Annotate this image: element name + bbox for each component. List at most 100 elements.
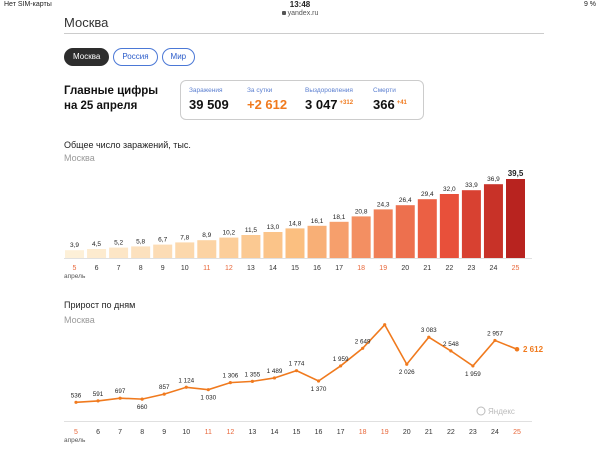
daily-point-16 [316, 379, 321, 383]
bar-x-tick-13: 13 [247, 265, 255, 272]
daily-point-19 [383, 323, 387, 327]
bar-value-label-25: 39,5 [508, 169, 524, 178]
bar-value-label-12: 10,2 [223, 230, 236, 237]
daily-point-23 [471, 364, 475, 368]
stat-infections: Заражения 39 509 [189, 87, 229, 112]
bar-13 [241, 235, 261, 258]
lock-icon [281, 11, 286, 15]
stat-recovered-label: Выздоровления [305, 87, 353, 94]
bar-25 [506, 179, 525, 258]
bar-value-label-15: 14,8 [289, 220, 302, 227]
daily-value-label-25: 2 612 [523, 345, 544, 354]
daily-x-tick-21: 21 [425, 429, 433, 436]
daily-growth-line-chart: 536 5 591 6 697 7 660 8 857 9 1 124 10 1 030 11 1 306 1… [64, 320, 544, 444]
daily-value-label-5: 536 [71, 392, 82, 399]
clock: 13:48 [289, 0, 311, 9]
daily-point-12 [228, 381, 232, 385]
bar-value-label-5: 3,9 [70, 242, 79, 249]
daily-point-10 [184, 385, 188, 389]
headline-line1: Главные цифры [64, 85, 159, 97]
daily-value-label-18: 2 649 [355, 338, 371, 345]
daily-point-18 [361, 346, 365, 350]
bar-x-tick-9: 9 [161, 265, 165, 272]
daily-x-tick-25: 25 [513, 429, 521, 436]
bar-22 [439, 194, 459, 258]
stat-infections-value: 39 509 [189, 97, 229, 112]
daily-x-tick-5: 5 [74, 429, 78, 436]
bar-5 [65, 250, 84, 258]
daily-x-tick-9: 9 [162, 429, 166, 436]
bar-value-label-16: 16,1 [311, 218, 324, 225]
daily-point-8 [140, 397, 144, 401]
daily-x-tick-24: 24 [491, 429, 499, 436]
bar-x-tick-6: 6 [95, 265, 99, 272]
daily-point-21 [427, 335, 431, 339]
stat-recovered: Выздоровления 3 047 +312 [305, 87, 353, 112]
daily-chart-title: Прирост по дням [64, 300, 136, 310]
bar-8 [131, 246, 151, 258]
daily-x-tick-12: 12 [226, 429, 234, 436]
bar-x-tick-16: 16 [313, 265, 321, 272]
bar-x-tick-11: 11 [203, 265, 210, 272]
daily-value-label-16: 1 370 [311, 386, 327, 393]
bar-x-tick-10: 10 [181, 265, 189, 272]
daily-value-label-14: 1 489 [267, 368, 283, 375]
daily-point-6 [96, 399, 100, 403]
daily-x-tick-8: 8 [140, 429, 144, 436]
daily-value-label-20: 2 026 [399, 369, 415, 376]
bar-value-label-18: 20,8 [355, 208, 368, 215]
status-bar: Нет SIM-карты 13:48 9 % [0, 0, 600, 10]
stat-recovered-value: 3 047 [305, 97, 338, 112]
bar-value-label-7: 5,2 [114, 240, 123, 247]
bar-18 [351, 216, 371, 258]
tab-world[interactable]: Мир [161, 48, 196, 66]
bar-x-tick-15: 15 [291, 265, 299, 272]
stats-card: Заражения 39 509 За сутки +2 612 Выздоро… [180, 80, 424, 120]
url-bar[interactable]: yandex.ru [0, 10, 600, 17]
daily-value-label-24: 2 957 [487, 330, 503, 337]
bar-value-label-22: 32,0 [443, 186, 456, 193]
bar-7 [109, 247, 129, 258]
bar-value-label-8: 5,8 [136, 238, 145, 245]
stat-deaths-value-wrap: 366 +41 [373, 97, 407, 112]
daily-point-24 [493, 338, 497, 343]
daily-x-tick-15: 15 [293, 429, 301, 436]
daily-x-tick-17: 17 [337, 429, 345, 436]
bar-24 [483, 184, 503, 258]
bar-value-label-6: 4,5 [92, 241, 101, 248]
bar-value-label-21: 29,4 [421, 191, 434, 198]
daily-point-25 [514, 346, 520, 352]
tab-moscow[interactable]: Москва [64, 48, 110, 66]
daily-value-label-23: 1 959 [465, 371, 481, 378]
tab-russia[interactable]: Россия [113, 48, 158, 66]
daily-x-tick-7: 7 [118, 429, 122, 436]
daily-point-14 [272, 376, 277, 380]
bar-6 [87, 249, 107, 258]
daily-x-tick-20: 20 [403, 429, 411, 436]
daily-x-tick-14: 14 [271, 429, 279, 436]
bar-value-label-19: 24,3 [377, 201, 390, 208]
bar-21 [417, 199, 437, 258]
bar-x-tick-5: 5 [73, 265, 77, 272]
daily-value-label-6: 591 [93, 391, 104, 398]
bar-x-tick-14: 14 [269, 265, 277, 272]
bar-value-label-24: 36,9 [487, 176, 500, 183]
daily-month-label: апрель [64, 437, 86, 444]
headline-line2: на 25 апреля [64, 100, 138, 112]
bar-20 [395, 205, 415, 258]
region-tabs: Москва Россия Мир [64, 48, 196, 66]
daily-x-tick-16: 16 [315, 429, 323, 436]
daily-value-label-11: 1 030 [200, 395, 216, 402]
daily-value-label-19: 3 570 [377, 320, 393, 322]
daily-value-label-22: 2 548 [443, 341, 459, 348]
bar-x-tick-21: 21 [423, 265, 431, 272]
daily-point-22 [449, 349, 453, 353]
daily-chart-subtitle: Москва [64, 315, 95, 325]
stat-recovered-value-wrap: 3 047 +312 [305, 97, 353, 112]
bar-15 [285, 228, 305, 258]
bar-x-tick-19: 19 [379, 265, 387, 272]
bar-10 [175, 242, 195, 258]
daily-value-label-13: 1 355 [245, 371, 261, 378]
bar-x-tick-23: 23 [468, 265, 476, 272]
bar-value-label-10: 7,8 [180, 234, 189, 241]
